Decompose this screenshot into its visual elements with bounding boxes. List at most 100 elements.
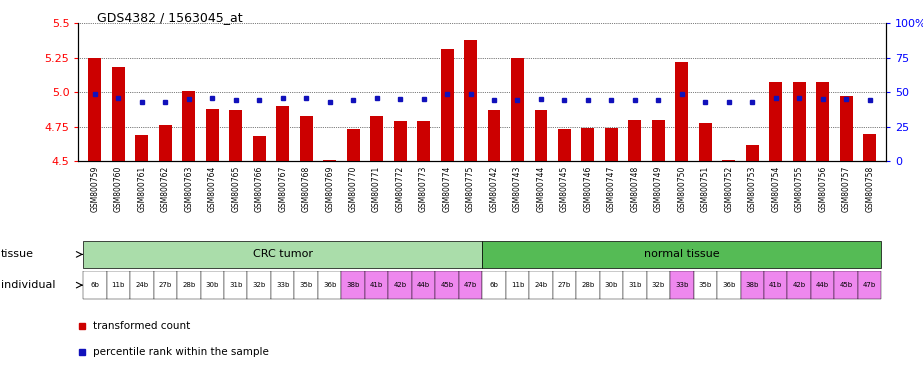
Bar: [863, 134, 876, 161]
Text: GSM800772: GSM800772: [396, 166, 404, 212]
Bar: [83, 240, 482, 268]
Text: transformed count: transformed count: [93, 321, 190, 331]
Bar: [464, 40, 477, 161]
Text: GSM800767: GSM800767: [278, 166, 287, 212]
Bar: [740, 271, 764, 299]
Text: 31b: 31b: [629, 282, 641, 288]
Text: GSM800775: GSM800775: [466, 166, 475, 212]
Bar: [229, 110, 242, 161]
Text: 44b: 44b: [816, 282, 829, 288]
Bar: [436, 271, 459, 299]
Text: GSM800768: GSM800768: [302, 166, 311, 212]
Text: 32b: 32b: [253, 282, 266, 288]
Text: 44b: 44b: [417, 282, 430, 288]
Text: 33b: 33b: [276, 282, 290, 288]
Bar: [558, 129, 571, 161]
Bar: [200, 271, 224, 299]
Text: GSM800765: GSM800765: [232, 166, 240, 212]
Bar: [840, 96, 853, 161]
Text: GSM800752: GSM800752: [725, 166, 733, 212]
Text: 41b: 41b: [370, 282, 383, 288]
Text: GSM800763: GSM800763: [185, 166, 193, 212]
Text: GSM800750: GSM800750: [677, 166, 687, 212]
Text: 11b: 11b: [112, 282, 125, 288]
Bar: [816, 83, 829, 161]
Bar: [676, 62, 689, 161]
Bar: [605, 128, 617, 161]
Text: GSM800748: GSM800748: [630, 166, 640, 212]
Bar: [389, 271, 412, 299]
Text: 6b: 6b: [90, 282, 100, 288]
Bar: [652, 120, 665, 161]
Text: GSM800755: GSM800755: [795, 166, 804, 212]
Bar: [506, 271, 529, 299]
Bar: [600, 271, 623, 299]
Text: GSM800749: GSM800749: [653, 166, 663, 212]
Text: 35b: 35b: [699, 282, 712, 288]
Text: GDS4382 / 1563045_at: GDS4382 / 1563045_at: [97, 12, 243, 25]
Text: GSM800770: GSM800770: [349, 166, 357, 212]
Text: GSM800769: GSM800769: [325, 166, 334, 212]
Text: 47b: 47b: [464, 282, 477, 288]
Text: GSM800773: GSM800773: [419, 166, 428, 212]
Text: 27b: 27b: [557, 282, 571, 288]
Text: individual: individual: [1, 280, 55, 290]
Bar: [787, 271, 811, 299]
Text: 24b: 24b: [136, 282, 149, 288]
Text: 38b: 38b: [346, 282, 360, 288]
Text: 42b: 42b: [393, 282, 407, 288]
Text: GSM800759: GSM800759: [90, 166, 100, 212]
Bar: [89, 58, 102, 161]
Bar: [112, 67, 125, 161]
Text: CRC tumor: CRC tumor: [253, 249, 313, 260]
Text: GSM800753: GSM800753: [748, 166, 757, 212]
Text: GSM800771: GSM800771: [372, 166, 381, 212]
Text: 36b: 36b: [722, 282, 736, 288]
Bar: [323, 160, 336, 161]
Text: 28b: 28b: [182, 282, 196, 288]
Bar: [440, 49, 453, 161]
Bar: [365, 271, 389, 299]
Bar: [107, 271, 130, 299]
Text: 30b: 30b: [605, 282, 618, 288]
Text: GSM800747: GSM800747: [607, 166, 616, 212]
Bar: [717, 271, 740, 299]
Bar: [393, 121, 406, 161]
Bar: [511, 58, 524, 161]
Text: 41b: 41b: [769, 282, 783, 288]
Bar: [811, 271, 834, 299]
Bar: [534, 110, 547, 161]
Bar: [670, 271, 693, 299]
Text: GSM800745: GSM800745: [560, 166, 569, 212]
Bar: [276, 106, 289, 161]
Bar: [159, 125, 172, 161]
Text: GSM800764: GSM800764: [208, 166, 217, 212]
Bar: [130, 271, 153, 299]
Bar: [629, 120, 641, 161]
Bar: [623, 271, 647, 299]
Text: normal tissue: normal tissue: [644, 249, 720, 260]
Text: GSM800754: GSM800754: [772, 166, 780, 212]
Bar: [294, 271, 318, 299]
Text: 24b: 24b: [534, 282, 547, 288]
Text: percentile rank within the sample: percentile rank within the sample: [93, 347, 269, 358]
Text: GSM800742: GSM800742: [489, 166, 498, 212]
Bar: [482, 271, 506, 299]
Text: tissue: tissue: [1, 249, 34, 260]
Text: GSM800761: GSM800761: [138, 166, 147, 212]
Bar: [529, 271, 553, 299]
Bar: [370, 116, 383, 161]
Text: 32b: 32b: [652, 282, 665, 288]
Text: 36b: 36b: [323, 282, 336, 288]
Bar: [857, 271, 881, 299]
Text: 35b: 35b: [300, 282, 313, 288]
Bar: [746, 145, 759, 161]
Text: 38b: 38b: [746, 282, 759, 288]
Bar: [224, 271, 247, 299]
Bar: [769, 83, 782, 161]
Bar: [576, 271, 600, 299]
Bar: [271, 271, 294, 299]
Bar: [300, 116, 313, 161]
Bar: [699, 122, 712, 161]
Bar: [206, 109, 219, 161]
